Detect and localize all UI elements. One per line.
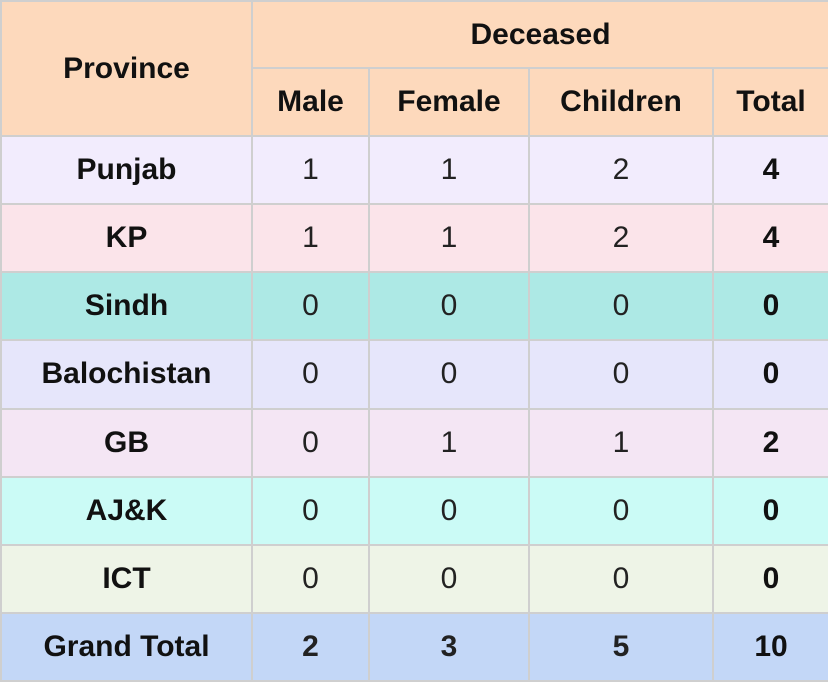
male-cell: 0	[251, 339, 370, 410]
total-cell: 0	[711, 271, 828, 342]
male-cell: 1	[251, 203, 370, 274]
female-cell: 3	[368, 611, 530, 682]
male-cell: 2	[251, 611, 370, 682]
female-cell: 0	[368, 543, 530, 614]
children-cell: 2	[528, 134, 714, 206]
children-cell: 1	[528, 407, 714, 478]
table-row: Sindh 0 0 0 0	[0, 271, 828, 342]
header-female: Female	[368, 67, 530, 137]
children-cell: 0	[528, 271, 714, 342]
table-row: ICT 0 0 0 0	[0, 543, 828, 614]
total-cell: 4	[711, 134, 828, 206]
male-cell: 0	[251, 407, 370, 478]
female-cell: 0	[368, 271, 530, 342]
children-cell: 0	[528, 475, 714, 546]
table-row: Balochistan 0 0 0 0	[0, 339, 828, 410]
province-cell: GB	[0, 407, 253, 478]
table-row: KP 1 1 2 4	[0, 203, 828, 274]
province-cell: AJ&K	[0, 475, 253, 546]
male-cell: 0	[251, 543, 370, 614]
female-cell: 1	[368, 203, 530, 274]
female-cell: 1	[368, 134, 530, 206]
total-cell: 0	[711, 475, 828, 546]
children-cell: 0	[528, 339, 714, 410]
total-cell: 10	[711, 611, 828, 682]
female-cell: 0	[368, 475, 530, 546]
total-cell: 0	[711, 339, 828, 410]
province-cell: Punjab	[0, 134, 253, 206]
header-deceased: Deceased	[250, 0, 828, 69]
male-cell: 0	[251, 271, 370, 342]
children-cell: 5	[528, 611, 714, 682]
table-row: GB 0 1 1 2	[0, 407, 828, 478]
header-male: Male	[251, 67, 370, 137]
female-cell: 1	[368, 407, 530, 478]
children-cell: 2	[528, 203, 714, 274]
header-province: Province	[0, 0, 253, 137]
female-cell: 0	[368, 339, 530, 410]
grand-total-row: Grand Total 2 3 5 10	[0, 611, 828, 682]
province-cell: Grand Total	[0, 611, 253, 682]
male-cell: 1	[251, 134, 370, 206]
total-cell: 2	[711, 407, 828, 478]
children-cell: 0	[528, 543, 714, 614]
male-cell: 0	[251, 475, 370, 546]
province-cell: KP	[0, 203, 253, 274]
total-cell: 0	[711, 543, 828, 614]
header-children: Children	[528, 67, 714, 137]
total-cell: 4	[711, 203, 828, 274]
province-cell: Sindh	[0, 271, 253, 342]
province-cell: Balochistan	[0, 339, 253, 410]
table-row: Punjab 1 1 2 4	[0, 134, 828, 206]
province-cell: ICT	[0, 543, 253, 614]
table-row: AJ&K 0 0 0 0	[0, 475, 828, 546]
header-total: Total	[711, 67, 828, 137]
